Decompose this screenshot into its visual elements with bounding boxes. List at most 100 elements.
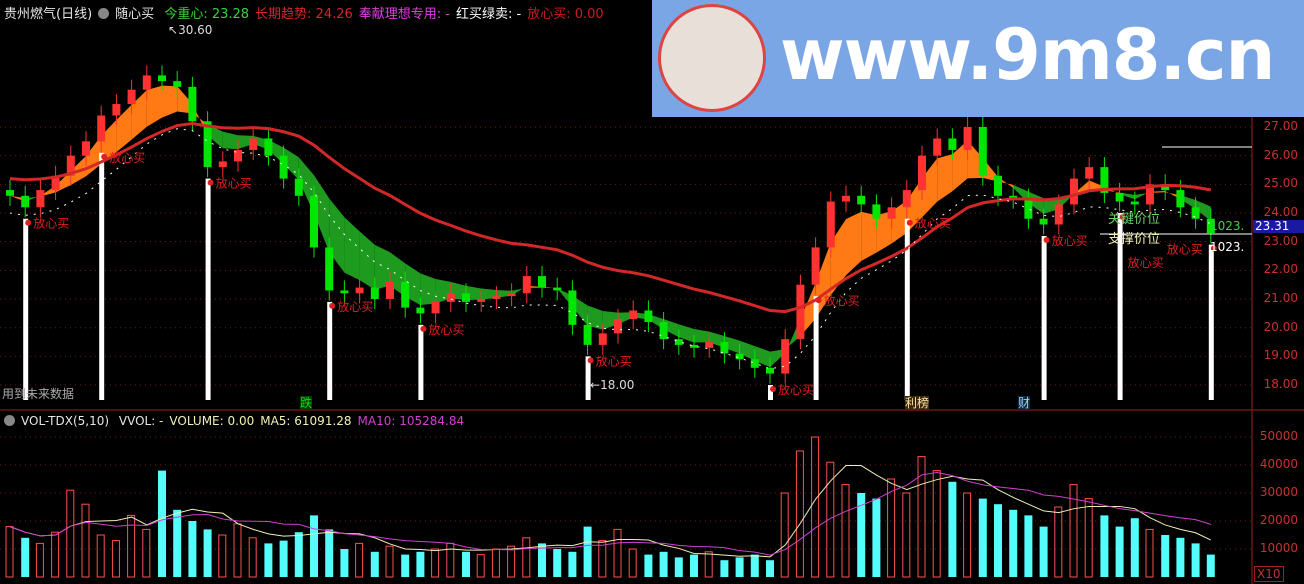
candle-body [66, 155, 75, 176]
volume-bar [1115, 526, 1124, 577]
buy-signal-dot [1043, 236, 1050, 243]
candle-body [1191, 207, 1200, 219]
candle-body [355, 287, 364, 294]
dropdown-icon[interactable] [98, 8, 110, 19]
indicator-name[interactable]: 随心买 [115, 7, 155, 22]
volume-indicator-name[interactable]: VOL-TDX(5,10) [21, 414, 110, 428]
candlesticks [6, 65, 1215, 384]
header-item: 今重心: 23.28 [164, 7, 250, 22]
volume-bar [522, 537, 531, 578]
candle-body [127, 89, 136, 105]
candle-body [978, 127, 987, 176]
volume-bar [1161, 535, 1170, 577]
price-tick: 20.00 [1263, 319, 1298, 334]
band-segment [344, 217, 360, 281]
grid [0, 126, 1252, 550]
band-segment [101, 119, 117, 165]
band-segment [952, 140, 968, 192]
buy-signal-label: 放心买 [216, 176, 252, 191]
band-segment [922, 158, 938, 218]
dropdown-icon[interactable] [4, 415, 15, 426]
bottom-tag-fall[interactable]: 跌 [300, 396, 313, 410]
volume-bar [674, 557, 683, 577]
volume-tick: 10000 [1259, 541, 1298, 555]
volume-bar [978, 498, 987, 577]
candle-body [158, 75, 166, 82]
band-segment [1165, 190, 1181, 200]
buy-signal-label: 放心买 [596, 353, 632, 368]
candle-body [1206, 218, 1215, 234]
price-tick: 19.00 [1263, 348, 1298, 363]
candle-body [51, 175, 60, 191]
volume-bar [735, 557, 744, 577]
volume-bar [35, 542, 44, 578]
buy-signal-label: 放心买 [1128, 255, 1164, 270]
trend-band [10, 85, 1211, 368]
volume-bar [111, 540, 120, 578]
volume-bar [355, 542, 364, 578]
future-data-note: 用到未来数据 [2, 387, 75, 401]
buy-signal-dot [1119, 214, 1126, 221]
line-label-2: 1023. [1210, 240, 1245, 254]
buy-signal-label: 放心买 [1052, 233, 1088, 248]
volume-bar [1191, 543, 1200, 577]
candle-body [583, 324, 592, 345]
header-item: 放心买: 0.00 [527, 7, 604, 22]
candle-body [112, 104, 121, 116]
candle-body [340, 290, 349, 294]
volume-bar [795, 450, 804, 578]
volume-bar [963, 492, 972, 578]
volume-bar [1206, 554, 1215, 577]
volume-bar [1039, 526, 1048, 577]
volume-bar [644, 554, 653, 577]
volume-bar [5, 526, 14, 578]
band-segment [1028, 191, 1044, 214]
candle-body [218, 161, 227, 168]
volume-bar [462, 551, 470, 577]
bottom-tag-finance[interactable]: 财 [1018, 396, 1031, 410]
buy-signal-label: 放心买 [33, 216, 69, 231]
chart-header: 贵州燃气(日线) 随心买 今重心: 23.28 长期趋势: 24.26 奉献理想专用:… [4, 3, 616, 22]
candle-body [614, 319, 622, 334]
volume-bar [1084, 498, 1093, 578]
volume-bar [158, 470, 166, 577]
volume-bar [264, 543, 273, 577]
candle-body [294, 178, 303, 196]
volume-bar [507, 545, 516, 578]
candle-body [902, 190, 911, 208]
volume-bar [21, 537, 30, 577]
support-price-label: 支撑价位 [1108, 232, 1161, 247]
candle-body [188, 86, 197, 122]
volume-bar [142, 528, 151, 578]
candle-body [720, 342, 729, 354]
volume-bar [66, 489, 75, 578]
volume-bar [431, 548, 440, 578]
candle-body [826, 201, 835, 248]
volume-bar [766, 560, 774, 577]
volume-bar [233, 523, 242, 578]
price-tick: 22.00 [1263, 262, 1298, 277]
candle-body [203, 121, 212, 168]
candle-body [325, 247, 334, 291]
candle-body [674, 339, 683, 345]
candle-body [766, 367, 774, 374]
candle-body [507, 293, 516, 297]
buy-signal-label: 放心买 [915, 216, 951, 231]
volume-bar [248, 537, 257, 578]
bottom-tag-list[interactable]: 利榜 [905, 396, 930, 410]
candle-body [644, 310, 653, 322]
band-segment [192, 103, 208, 136]
buy-signal-dot [906, 219, 913, 226]
price-tick: 27.00 [1263, 119, 1298, 133]
candle-body [842, 195, 850, 202]
volume-tick: 40000 [1259, 457, 1298, 471]
volume-bar [1100, 515, 1109, 577]
candle-body [735, 353, 744, 360]
volume-bar [96, 534, 105, 578]
candle-body [933, 138, 942, 156]
volume-bar [218, 534, 227, 578]
band-segment [359, 231, 375, 290]
buy-signal-dot [420, 325, 427, 332]
band-segment [861, 211, 877, 262]
